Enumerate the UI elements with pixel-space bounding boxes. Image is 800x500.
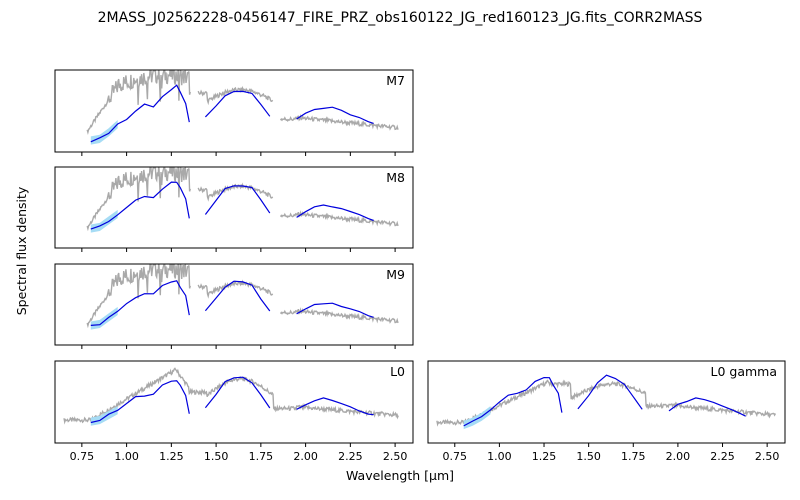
panel-label: M7: [386, 73, 405, 88]
panel-4: 0.75 1.00 1.25 1.50 1.75 2.00 2.25 2.50 L0 gamma: [427, 360, 786, 463]
target-spectrum-segment: [204, 185, 271, 215]
plot-area: [86, 167, 399, 233]
figure-title: 2MASS_J02562228-0456147_FIRE_PRZ_obs1601…: [98, 10, 703, 26]
x-tick-label: 0.75: [443, 450, 468, 463]
target-spectrum-segment: [90, 84, 190, 143]
axes-frame: [427, 360, 786, 444]
x-tick-label: 1.00: [487, 450, 512, 463]
x-tick-label: 0.75: [70, 450, 95, 463]
x-tick-label: 2.00: [666, 450, 691, 463]
target-spectrum-segment: [296, 204, 374, 222]
axes-frame: [54, 166, 414, 249]
axes-frame: [54, 69, 414, 153]
target-spectrum-segment: [296, 106, 374, 124]
target-error-band: [90, 209, 118, 233]
x-tick-label: 1.75: [249, 450, 274, 463]
plot-area: [86, 70, 399, 145]
target-spectrum-segment: [90, 280, 190, 326]
x-tick-label: 2.50: [755, 450, 780, 463]
panel-2: M9: [54, 263, 414, 349]
template-spectrum: [436, 379, 777, 427]
template-spectrum: [86, 167, 399, 232]
template-spectrum: [86, 70, 399, 136]
x-tick-label: 1.25: [159, 450, 184, 463]
panels: M7 M8 M9 0.75 1.00 1.25 1.50 1.75 2.00 2.25 2.50 L0…: [54, 69, 786, 463]
target-spectrum-segment: [204, 90, 271, 118]
target-spectrum-segment: [668, 397, 746, 417]
x-tick-label: 1.25: [532, 450, 557, 463]
plot-area: [63, 367, 399, 426]
plot-area: [436, 374, 777, 430]
target-spectrum-segment: [204, 280, 271, 312]
x-tick-label: 2.50: [383, 450, 408, 463]
target-spectrum-segment: [90, 380, 190, 424]
y-axis-label: Spectral flux density: [14, 186, 29, 315]
panel-3: 0.75 1.00 1.25 1.50 1.75 2.00 2.25 2.50 L0: [54, 360, 414, 463]
template-spectrum: [86, 264, 399, 329]
x-axis-label: Wavelength [μm]: [346, 468, 454, 483]
target-spectrum-segment: [296, 397, 374, 416]
panel-label: M8: [386, 170, 405, 185]
panel-1: M8: [54, 166, 414, 252]
target-spectrum-segment: [577, 374, 643, 410]
axes-frame: [54, 263, 414, 346]
target-error-band: [90, 306, 118, 330]
panel-0: M7: [54, 69, 414, 156]
x-tick-label: 1.75: [621, 450, 646, 463]
panel-label: L0 gamma: [711, 364, 778, 379]
plot-area: [86, 264, 399, 330]
axes-frame: [54, 360, 414, 444]
x-tick-label: 1.50: [576, 450, 601, 463]
target-error-band: [90, 120, 118, 145]
target-error-band: [463, 406, 491, 430]
target-spectrum-segment: [204, 376, 271, 409]
panel-label: M9: [386, 267, 405, 282]
target-spectrum-segment: [90, 181, 190, 230]
target-spectrum-segment: [463, 376, 563, 427]
x-tick-label: 2.00: [293, 450, 318, 463]
x-tick-label: 1.50: [204, 450, 229, 463]
target-spectrum-segment: [296, 302, 374, 318]
x-tick-label: 2.25: [338, 450, 363, 463]
x-tick-label: 1.00: [114, 450, 139, 463]
template-spectrum: [63, 367, 399, 425]
x-tick-label: 2.25: [710, 450, 735, 463]
panel-label: L0: [390, 364, 405, 379]
